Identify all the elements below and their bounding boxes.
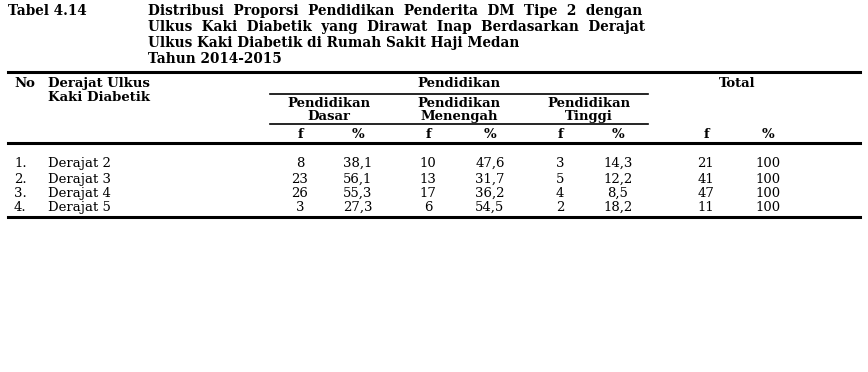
Text: 1.: 1. [14, 157, 27, 170]
Text: f: f [703, 128, 709, 141]
Text: 8: 8 [296, 157, 304, 170]
Text: 21: 21 [698, 157, 714, 170]
Text: 100: 100 [755, 173, 780, 186]
Text: Derajat 5: Derajat 5 [48, 201, 111, 214]
Text: 17: 17 [419, 187, 437, 200]
Text: 55,3: 55,3 [344, 187, 372, 200]
Text: Kaki Diabetik: Kaki Diabetik [48, 91, 150, 104]
Text: 100: 100 [755, 201, 780, 214]
Text: Tabel 4.14: Tabel 4.14 [8, 4, 87, 18]
Text: 31,7: 31,7 [476, 173, 505, 186]
Text: 6: 6 [424, 201, 432, 214]
Text: 27,3: 27,3 [343, 201, 372, 214]
Text: 18,2: 18,2 [603, 201, 633, 214]
Text: 2.: 2. [14, 173, 27, 186]
Text: Pendidikan: Pendidikan [418, 97, 501, 110]
Text: 14,3: 14,3 [603, 157, 633, 170]
Text: 3: 3 [556, 157, 564, 170]
Text: 26: 26 [292, 187, 308, 200]
Text: Pendidikan: Pendidikan [548, 97, 630, 110]
Text: %: % [761, 128, 774, 141]
Text: 100: 100 [755, 157, 780, 170]
Text: 4: 4 [556, 187, 564, 200]
Text: 4.: 4. [14, 201, 27, 214]
Text: Derajat 4: Derajat 4 [48, 187, 111, 200]
Text: Ulkus  Kaki  Diabetik  yang  Dirawat  Inap  Berdasarkan  Derajat: Ulkus Kaki Diabetik yang Dirawat Inap Be… [148, 20, 645, 34]
Text: 41: 41 [698, 173, 714, 186]
Text: 13: 13 [419, 173, 437, 186]
Text: 56,1: 56,1 [344, 173, 372, 186]
Text: Ulkus Kaki Diabetik di Rumah Sakit Haji Medan: Ulkus Kaki Diabetik di Rumah Sakit Haji … [148, 36, 519, 50]
Text: 100: 100 [755, 187, 780, 200]
Text: Distribusi  Proporsi  Pendidikan  Penderita  DM  Tipe  2  dengan: Distribusi Proporsi Pendidikan Penderita… [148, 4, 642, 18]
Text: Derajat Ulkus: Derajat Ulkus [48, 77, 150, 90]
Text: Total: Total [719, 77, 755, 90]
Text: 3: 3 [296, 201, 305, 214]
Text: %: % [352, 128, 365, 141]
Text: Pendidikan: Pendidikan [418, 77, 501, 90]
Text: 11: 11 [698, 201, 714, 214]
Text: Tinggi: Tinggi [565, 110, 613, 123]
Text: 12,2: 12,2 [603, 173, 633, 186]
Text: 47,6: 47,6 [476, 157, 505, 170]
Text: 23: 23 [292, 173, 308, 186]
Text: Derajat 3: Derajat 3 [48, 173, 111, 186]
Text: 2: 2 [556, 201, 564, 214]
Text: 36,2: 36,2 [476, 187, 505, 200]
Text: No: No [14, 77, 35, 90]
Text: %: % [612, 128, 624, 141]
Text: Menengah: Menengah [420, 110, 497, 123]
Text: Pendidikan: Pendidikan [287, 97, 371, 110]
Text: Tahun 2014-2015: Tahun 2014-2015 [148, 52, 282, 66]
Text: f: f [557, 128, 562, 141]
Text: 54,5: 54,5 [476, 201, 504, 214]
Text: 5: 5 [556, 173, 564, 186]
Text: 47: 47 [698, 187, 714, 200]
Text: 38,1: 38,1 [344, 157, 372, 170]
Text: f: f [425, 128, 431, 141]
Text: Dasar: Dasar [307, 110, 351, 123]
Text: f: f [297, 128, 303, 141]
Text: 3.: 3. [14, 187, 27, 200]
Text: 8,5: 8,5 [608, 187, 628, 200]
Text: 10: 10 [419, 157, 437, 170]
Text: %: % [483, 128, 496, 141]
Text: Derajat 2: Derajat 2 [48, 157, 111, 170]
